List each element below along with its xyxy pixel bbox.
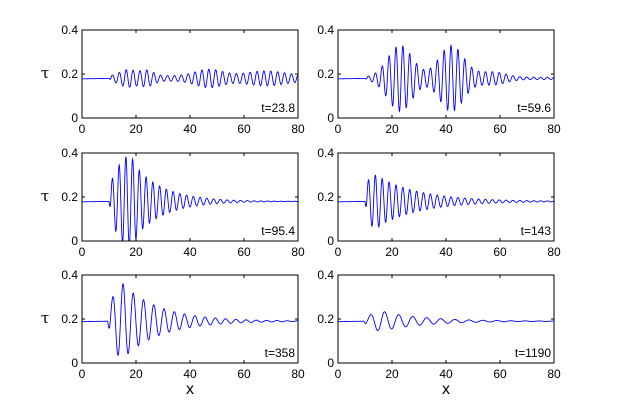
panel-1-ytick-label-1: 0.2 — [61, 67, 78, 81]
panel-2-ytick-label-0: 0 — [327, 111, 334, 125]
panel-2-xtick-label-80: 80 — [547, 122, 561, 136]
panel-1-xtick-label-60: 60 — [237, 122, 251, 136]
panel-1-ytick-label-0: 0 — [71, 111, 78, 125]
panel-4-xtick-label-40: 40 — [439, 245, 453, 259]
panel-3-series-line-1 — [82, 156, 299, 242]
panel-6-xtick-label-80: 80 — [547, 367, 561, 381]
panel-1-xtick-label-0: 0 — [79, 122, 86, 136]
panel-5-xtick-label-20: 20 — [129, 367, 143, 381]
panel-3-xtick-label-80: 80 — [291, 245, 305, 259]
panel-3-annotation: t=95.4 — [261, 224, 295, 238]
panel-5-ylabel: τ — [41, 309, 49, 327]
panel-5-series-line-1 — [82, 282, 299, 357]
panel-4-xtick-label-80: 80 — [547, 245, 561, 259]
panel-2-xtick-label-60: 60 — [493, 122, 507, 136]
panel-2-ytick-label-1: 0.2 — [317, 67, 334, 81]
panel-6-series-line-1 — [338, 311, 555, 332]
panel-6-xlabel: x — [442, 381, 450, 398]
panel-1-xtick-label-80: 80 — [291, 122, 305, 136]
panel-1-xtick-label-40: 40 — [183, 122, 197, 136]
panel-1-annotation: t=23.8 — [261, 101, 295, 115]
panel-3-xtick-label-20: 20 — [129, 245, 143, 259]
panel-5-xtick-label-40: 40 — [183, 367, 197, 381]
panel-1-series-line-1 — [82, 68, 299, 89]
panel-2-annotation: t=59.6 — [517, 101, 551, 115]
panel-6-ytick-label-0: 0 — [327, 356, 334, 370]
panel-3-ytick-label-1: 0.2 — [61, 190, 78, 204]
panel-2-xtick-label-20: 20 — [385, 122, 399, 136]
panel-1-ylabel: τ — [41, 64, 49, 82]
panel-4-xtick-label-20: 20 — [385, 245, 399, 259]
panel-1-ytick-label-2: 0.4 — [61, 23, 78, 37]
panel-6-annotation: t=1190 — [515, 346, 551, 360]
panel-5-xtick-label-60: 60 — [237, 367, 251, 381]
panel-3-xtick-label-60: 60 — [237, 245, 251, 259]
panel-3-xtick-label-40: 40 — [183, 245, 197, 259]
panel-2-series-line-1 — [338, 43, 555, 113]
panel-5-annotation: t=358 — [265, 346, 296, 360]
panel-5-xlabel: x — [186, 381, 194, 398]
panel-2-ytick-label-2: 0.4 — [317, 23, 334, 37]
panel-5-ytick-label-0: 0 — [71, 356, 78, 370]
panel-6-ytick-label-1: 0.2 — [317, 312, 334, 326]
panel-4-series-line-1 — [338, 174, 555, 228]
panel-6-xtick-label-40: 40 — [439, 367, 453, 381]
panel-6-xtick-label-0: 0 — [335, 367, 342, 381]
panel-4-ytick-label-0: 0 — [327, 234, 334, 248]
panel-5-xtick-label-0: 0 — [79, 367, 86, 381]
panel-3-ytick-label-0: 0 — [71, 234, 78, 248]
panel-3-ytick-label-2: 0.4 — [61, 146, 78, 160]
panel-4-ytick-label-2: 0.4 — [317, 146, 334, 160]
panel-5-ytick-label-1: 0.2 — [61, 312, 78, 326]
panel-4-ytick-label-1: 0.2 — [317, 190, 334, 204]
panel-4-xtick-label-60: 60 — [493, 245, 507, 259]
panel-3-ylabel: τ — [41, 187, 49, 205]
panel-4-xtick-label-0: 0 — [335, 245, 342, 259]
panel-3-xtick-label-0: 0 — [79, 245, 86, 259]
panel-2-xtick-label-40: 40 — [439, 122, 453, 136]
panel-6-ytick-label-2: 0.4 — [317, 268, 334, 282]
panel-5-ytick-label-2: 0.4 — [61, 268, 78, 282]
panel-6-xtick-label-20: 20 — [385, 367, 399, 381]
panel-5-xtick-label-80: 80 — [291, 367, 305, 381]
panel-2-xtick-label-0: 0 — [335, 122, 342, 136]
panel-6-xtick-label-60: 60 — [493, 367, 507, 381]
panel-4-annotation: t=143 — [521, 224, 552, 238]
panel-1-xtick-label-20: 20 — [129, 122, 143, 136]
